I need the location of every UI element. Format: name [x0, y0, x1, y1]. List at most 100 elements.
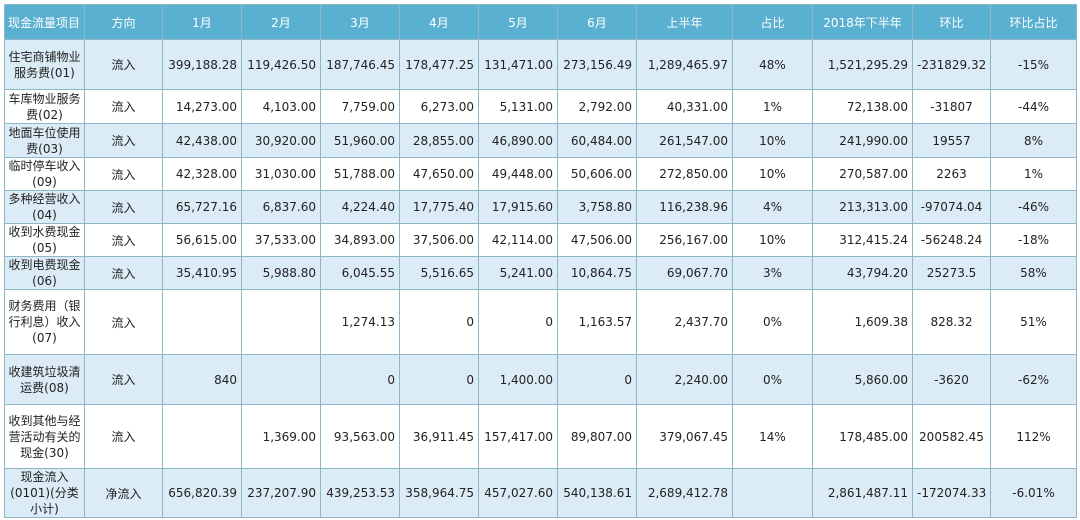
row-feb-cell — [241, 289, 321, 355]
row-qoq-cell: 828.32 — [912, 289, 991, 355]
row-jan-cell: 14,273.00 — [162, 89, 242, 124]
row-apr-cell: 358,964.75 — [399, 468, 479, 518]
row-feb-cell: 1,369.00 — [241, 404, 321, 469]
row-apr-cell: 37,506.00 — [399, 223, 479, 257]
row-mar-cell: 6,045.55 — [320, 256, 400, 290]
row-share-cell: 3% — [732, 256, 813, 290]
row-direction-cell: 流入 — [84, 404, 163, 469]
row-qoq-pct-cell: -6.01% — [990, 468, 1077, 518]
row-jan-cell: 399,188.28 — [162, 39, 242, 90]
header-share: 占比 — [732, 4, 813, 40]
row-name-cell: 地面车位使用费(03) — [4, 123, 85, 158]
cash-flow-table: 现金流量项目 方向 1月 2月 3月 4月 5月 6月 上半年 占比 2018年… — [4, 4, 1077, 518]
row-name-cell: 收到电费现金(06) — [4, 256, 85, 290]
row-qoq-pct-cell: -18% — [990, 223, 1077, 257]
row-may-cell: 5,131.00 — [478, 89, 558, 124]
row-first-half-cell: 69,067.70 — [636, 256, 733, 290]
row-qoq-cell: -56248.24 — [912, 223, 991, 257]
row-share-cell: 1% — [732, 89, 813, 124]
row-direction-cell: 流入 — [84, 223, 163, 257]
row-2018-second-half-cell: 72,138.00 — [812, 89, 913, 124]
row-jun-cell: 273,156.49 — [557, 39, 637, 90]
row-feb-cell: 5,988.80 — [241, 256, 321, 290]
row-qoq-cell: 19557 — [912, 123, 991, 158]
row-may-cell: 131,471.00 — [478, 39, 558, 90]
row-apr-cell: 28,855.00 — [399, 123, 479, 158]
row-share-cell: 14% — [732, 404, 813, 469]
row-apr-cell: 36,911.45 — [399, 404, 479, 469]
table-row: 收到电费现金(06) 流入 35,410.95 5,988.80 6,045.55 5,5… — [4, 256, 1077, 290]
row-jan-cell: 56,615.00 — [162, 223, 242, 257]
row-share-cell: 4% — [732, 190, 813, 224]
row-apr-cell: 0 — [399, 289, 479, 355]
row-jan-cell — [162, 404, 242, 469]
row-2018-second-half-cell: 270,587.00 — [812, 157, 913, 191]
row-jun-cell: 2,792.00 — [557, 89, 637, 124]
row-direction-cell: 流入 — [84, 289, 163, 355]
row-name-cell: 收到其他与经营活动有关的现金(30) — [4, 404, 85, 469]
row-direction-cell: 流入 — [84, 256, 163, 290]
table-row: 收到水费现金(05) 流入 56,615.00 37,533.00 34,893.00 3… — [4, 223, 1077, 257]
row-direction-cell: 流入 — [84, 157, 163, 191]
row-qoq-pct-cell: 112% — [990, 404, 1077, 469]
row-first-half-cell: 2,240.00 — [636, 354, 733, 405]
table-row: 临时停车收入(09) 流入 42,328.00 31,030.00 51,788.00 4… — [4, 157, 1077, 191]
table-row: 财务费用（银行利息）收入(07) 流入 1,274.13 0 0 1,163.57 2,43… — [4, 289, 1077, 355]
header-feb: 2月 — [241, 4, 321, 40]
row-jan-cell: 840 — [162, 354, 242, 405]
header-qoq-pct: 环比占比 — [990, 4, 1077, 40]
row-share-cell: 10% — [732, 123, 813, 158]
row-may-cell: 0 — [478, 289, 558, 355]
row-qoq-cell: 25273.5 — [912, 256, 991, 290]
row-mar-cell: 187,746.45 — [320, 39, 400, 90]
row-mar-cell: 51,788.00 — [320, 157, 400, 191]
row-qoq-cell: -172074.33 — [912, 468, 991, 518]
row-first-half-cell: 2,689,412.78 — [636, 468, 733, 518]
row-may-cell: 157,417.00 — [478, 404, 558, 469]
row-name-cell: 住宅商铺物业服务费(01) — [4, 39, 85, 90]
row-first-half-cell: 116,238.96 — [636, 190, 733, 224]
row-2018-second-half-cell: 241,990.00 — [812, 123, 913, 158]
row-first-half-cell: 261,547.00 — [636, 123, 733, 158]
row-qoq-pct-cell: -62% — [990, 354, 1077, 405]
row-direction-cell: 流入 — [84, 89, 163, 124]
row-feb-cell: 31,030.00 — [241, 157, 321, 191]
row-jan-cell: 42,438.00 — [162, 123, 242, 158]
row-name-cell: 车库物业服务费(02) — [4, 89, 85, 124]
row-may-cell: 46,890.00 — [478, 123, 558, 158]
table-row: 收建筑垃圾清运费(08) 流入 840 0 0 1,400.00 0 2,240.00 0% 5,… — [4, 354, 1077, 405]
row-qoq-cell: 2263 — [912, 157, 991, 191]
row-qoq-pct-cell: 1% — [990, 157, 1077, 191]
row-jun-cell: 47,506.00 — [557, 223, 637, 257]
row-mar-cell: 93,563.00 — [320, 404, 400, 469]
row-name-cell: 多种经营收入(04) — [4, 190, 85, 224]
header-jun: 6月 — [557, 4, 637, 40]
row-mar-cell: 0 — [320, 354, 400, 405]
row-may-cell: 1,400.00 — [478, 354, 558, 405]
header-direction: 方向 — [84, 4, 163, 40]
row-direction-cell: 净流入 — [84, 468, 163, 518]
row-first-half-cell: 40,331.00 — [636, 89, 733, 124]
row-name-cell: 收建筑垃圾清运费(08) — [4, 354, 85, 405]
row-may-cell: 17,915.60 — [478, 190, 558, 224]
row-jan-cell: 656,820.39 — [162, 468, 242, 518]
row-qoq-cell: -97074.04 — [912, 190, 991, 224]
row-jun-cell: 1,163.57 — [557, 289, 637, 355]
row-jun-cell: 89,807.00 — [557, 404, 637, 469]
row-mar-cell: 439,253.53 — [320, 468, 400, 518]
row-direction-cell: 流入 — [84, 354, 163, 405]
row-feb-cell: 30,920.00 — [241, 123, 321, 158]
row-share-cell: 48% — [732, 39, 813, 90]
header-2018-second-half: 2018年下半年 — [812, 4, 913, 40]
row-share-cell: 10% — [732, 157, 813, 191]
row-feb-cell: 237,207.90 — [241, 468, 321, 518]
row-name-cell: 临时停车收入(09) — [4, 157, 85, 191]
row-qoq-cell: -3620 — [912, 354, 991, 405]
row-first-half-cell: 379,067.45 — [636, 404, 733, 469]
table-row: 现金流入(0101)(分类小计) 净流入 656,820.39 237,207.90 4… — [4, 468, 1077, 518]
row-name-cell: 财务费用（银行利息）收入(07) — [4, 289, 85, 355]
row-2018-second-half-cell: 43,794.20 — [812, 256, 913, 290]
row-qoq-pct-cell: -46% — [990, 190, 1077, 224]
row-mar-cell: 1,274.13 — [320, 289, 400, 355]
row-name-cell: 现金流入(0101)(分类小计) — [4, 468, 85, 518]
